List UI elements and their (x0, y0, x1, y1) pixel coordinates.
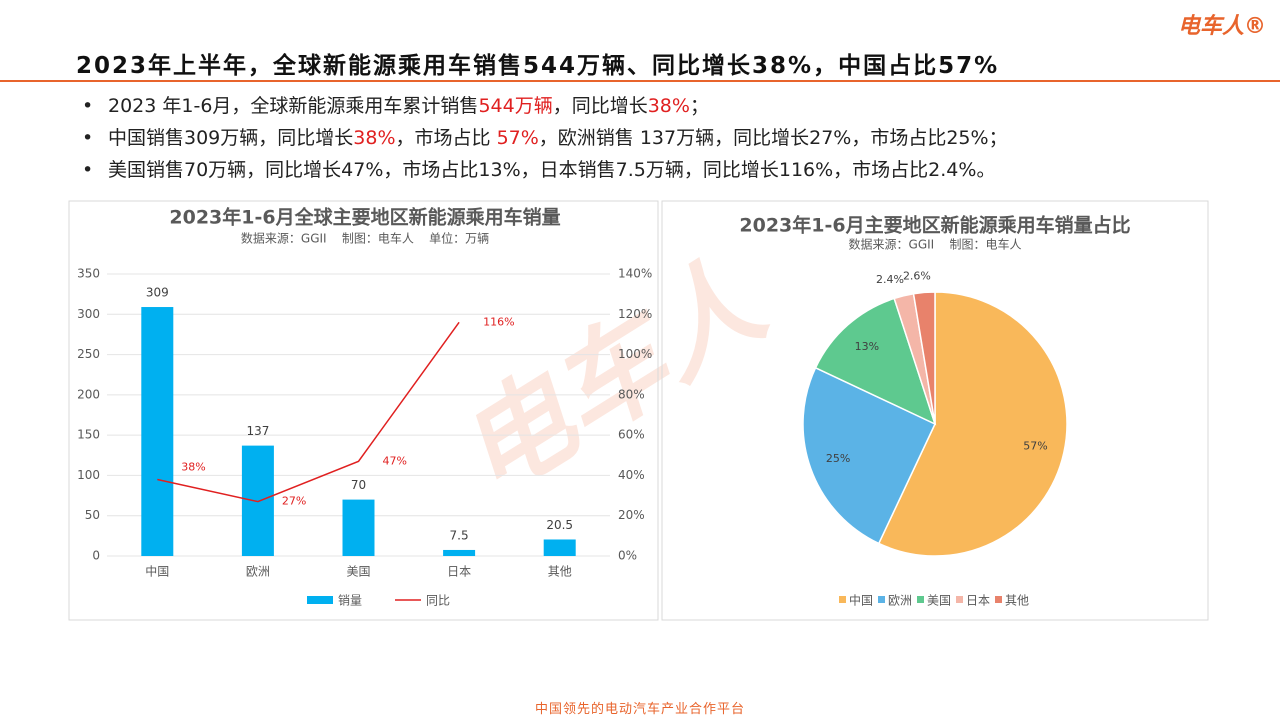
bullet-text: 美国销售70万辆，同比增长47%，市场占比13%，日本销售7.5万辆，同比增长1… (108, 159, 996, 181)
data-label: 13% (855, 340, 879, 353)
y2-tick-label: 140% (618, 267, 652, 281)
data-label: 137 (246, 424, 269, 438)
bullet-text: 544万辆 (478, 95, 553, 117)
y-tick-label: 50 (85, 508, 100, 522)
data-label: 309 (146, 286, 169, 300)
y2-tick-label: 0% (618, 549, 637, 563)
y-tick-label: 150 (77, 428, 100, 442)
data-label: 38% (181, 460, 205, 473)
data-label: 2.6% (903, 269, 931, 282)
y-tick-label: 100 (77, 468, 100, 482)
bullet-text: 2023 年1-6月，全球新能源乘用车累计销售 (108, 95, 479, 117)
data-label: 57% (1023, 439, 1047, 452)
bullet-text: 38% (647, 95, 690, 117)
bullet-text: 38% (353, 127, 396, 149)
data-label: 70 (351, 478, 366, 492)
y2-tick-label: 40% (618, 468, 645, 482)
legend-swatch (917, 596, 924, 603)
chart-subtitle: 数据来源：GGII 制图：电车人 (849, 237, 1022, 252)
bar (141, 307, 174, 556)
pie-slice (802, 366, 936, 545)
data-label: 20.5 (546, 518, 573, 532)
x-tick-label: 欧洲 (246, 565, 270, 579)
legend-label: 中国 (849, 593, 873, 608)
data-label: 7.5 (450, 528, 469, 542)
bullet: • 2023 年1-6月，全球新能源乘用车累计销售544万辆，同比增长38%； (82, 90, 1008, 122)
chart-frame (68, 200, 659, 621)
y2-tick-label: 100% (618, 347, 652, 361)
bullet-dot: • (82, 127, 94, 149)
x-tick-label: 美国 (346, 565, 370, 579)
y-tick-label: 0 (92, 549, 100, 563)
legend-swatch (956, 596, 963, 603)
y2-tick-label: 80% (618, 387, 645, 401)
y-tick-label: 300 (77, 307, 100, 321)
line (157, 321, 460, 503)
title-rule (0, 80, 1280, 82)
bullet-text: 57% (496, 127, 539, 149)
bullet-dot: • (82, 159, 94, 181)
bullet-dot: • (82, 95, 94, 117)
footer: 中国领先的电动汽车产业合作平台 (534, 702, 745, 717)
legend-swatch (839, 596, 846, 603)
bullet-text: ； (689, 95, 709, 117)
legend-label: 同比 (426, 594, 450, 608)
pie-slice (877, 291, 1068, 557)
bullet: • 美国销售70万辆，同比增长47%，市场占比13%，日本销售7.5万辆，同比增长… (82, 154, 1008, 186)
bullet-text: ，同比增长 (552, 95, 648, 117)
slide-title: 2023年上半年，全球新能源乘用车销售544万辆、同比增长38%，中国占比57% (76, 53, 1000, 79)
x-tick-label: 日本 (447, 565, 471, 579)
bullets: • 2023 年1-6月，全球新能源乘用车累计销售544万辆，同比增长38%； • 中… (82, 90, 1008, 186)
data-label: 116% (483, 315, 514, 328)
y2-tick-label: 120% (618, 307, 652, 321)
chart-title: 2023年1-6月全球主要地区新能源乘用车销量 (169, 206, 560, 229)
legend-label: 欧洲 (888, 594, 912, 608)
legend-label: 其他 (1005, 594, 1029, 608)
bullet: • 中国销售309万辆，同比增长38%，市场占比 57%，欧洲销售 137万辆，同… (82, 122, 1008, 154)
chart-title: 2023年1-6月主要地区新能源乘用车销量占比 (739, 214, 1130, 237)
legend-label: 美国 (927, 594, 951, 608)
x-tick-label: 中国 (145, 564, 169, 579)
bullet-text: ，市场占比 (395, 127, 497, 149)
data-label: 27% (282, 495, 306, 508)
y-tick-label: 350 (77, 267, 100, 281)
pie-slice (814, 297, 937, 426)
legend-swatch (878, 596, 885, 603)
chart-frame (661, 200, 1209, 621)
data-label: 2.4% (876, 273, 904, 286)
legend-label: 销量 (338, 594, 362, 608)
logo: 电车人® (1177, 14, 1266, 39)
y2-tick-label: 60% (618, 428, 645, 442)
bullet-text: 中国销售309万辆，同比增长 (108, 127, 354, 149)
chart-subtitle: 数据来源：GGII 制图：电车人 单位：万辆 (241, 231, 489, 246)
y2-tick-label: 20% (618, 508, 645, 522)
legend-swatch (307, 596, 333, 604)
y-tick-label: 200 (77, 387, 100, 401)
bar (342, 499, 375, 556)
y-tick-label: 250 (77, 347, 100, 361)
bar (443, 549, 476, 556)
legend-swatch (995, 596, 1002, 603)
data-label: 47% (383, 454, 407, 467)
pie-slice (912, 291, 936, 425)
bullet-text: ，欧洲销售 137万辆，同比增长27%，市场占比25%； (538, 127, 1008, 149)
legend-label: 日本 (966, 594, 990, 608)
bar (543, 539, 576, 556)
data-label: 25% (826, 452, 850, 465)
x-tick-label: 其他 (548, 565, 572, 579)
